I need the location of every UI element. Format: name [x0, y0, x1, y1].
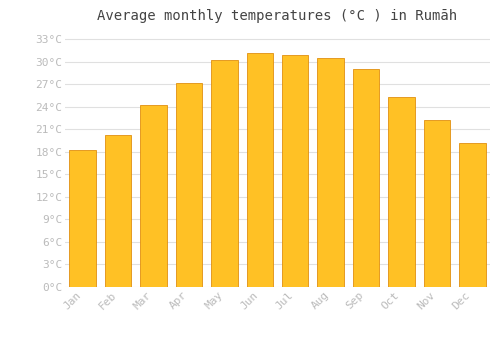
Bar: [424, 120, 450, 287]
Bar: [211, 60, 238, 287]
Bar: [70, 150, 96, 287]
Bar: [318, 58, 344, 287]
Bar: [353, 69, 380, 287]
Bar: [140, 105, 167, 287]
Bar: [176, 83, 202, 287]
Bar: [388, 97, 414, 287]
Bar: [282, 55, 308, 287]
Bar: [459, 143, 485, 287]
Title: Average monthly temperatures (°C ) in Rumāh: Average monthly temperatures (°C ) in Ru…: [98, 9, 458, 23]
Bar: [105, 135, 132, 287]
Bar: [246, 53, 273, 287]
